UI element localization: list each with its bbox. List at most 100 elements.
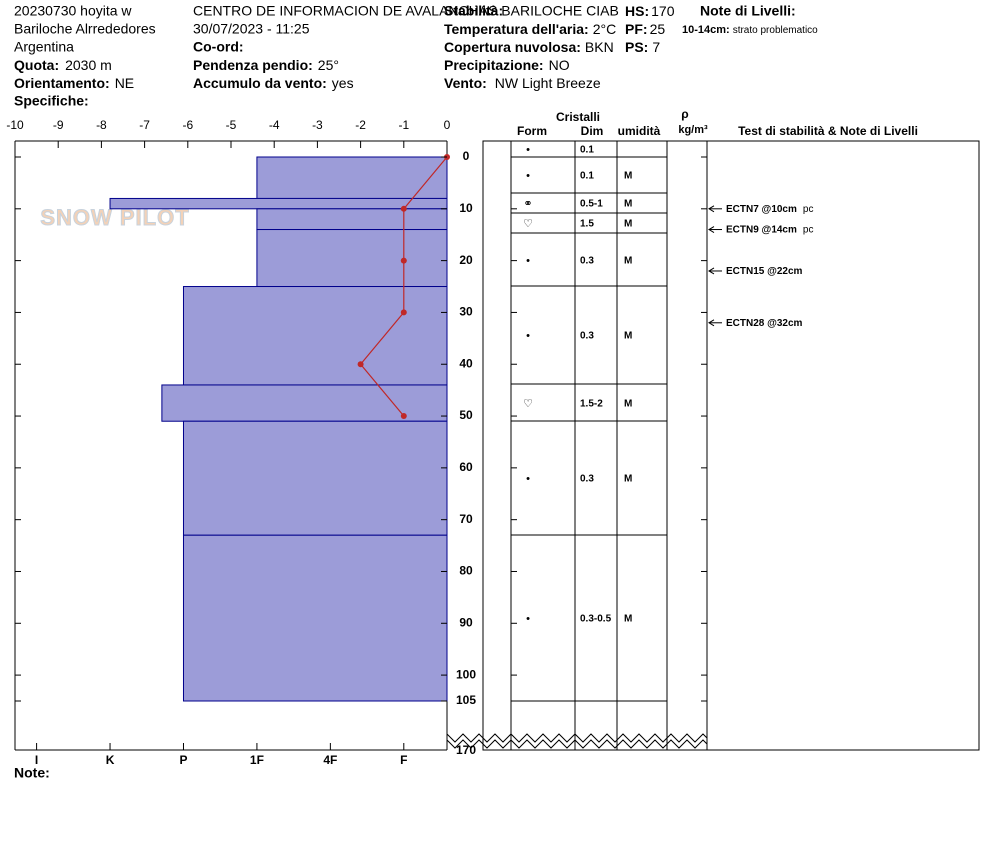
hardness-label: 1F [250,753,264,767]
hardness-layer [182,420,448,536]
field-label: PF: [625,21,648,37]
field: HS: 170 [625,3,675,19]
y-tick-label: 50 [459,408,473,422]
table: Cristalli Form Dim umidità ρ kg/m³ Test … [482,107,980,751]
x-tick-label: -10 [6,118,24,132]
field-label: Specifiche: [14,93,89,109]
field-label: Quota: [14,57,59,73]
header-line: Argentina [14,39,74,55]
table-cell: • [526,144,530,156]
test-arrowhead [708,205,715,213]
y-tick-label: 30 [459,305,473,319]
break-mark [446,739,708,749]
hardness-layer [256,156,448,199]
field-label: Pendenza pendio: [193,57,313,73]
x-tick-label: -9 [53,118,64,132]
x-tick-label: -3 [312,118,323,132]
field-label: Precipitazione: [444,57,544,73]
field-value: BKN [585,39,614,55]
field: PF: 25 [625,21,665,37]
table-cell: 0.1 [580,171,594,182]
column-header: Form [517,124,547,138]
table-cell: M [624,331,632,342]
field-value: 7 [652,39,660,55]
header: 20230730 hoyita w Bariloche Alrrededores… [14,3,818,781]
column-header: kg/m³ [678,124,708,136]
x-tick-label: -6 [182,118,193,132]
field: Precipitazione: NO [444,57,570,73]
test-label: ECTN9 @14cm [726,224,797,235]
hardness-layer [256,229,448,288]
test-note: pc [803,203,814,214]
temperature-point [400,413,407,420]
field-value: strato problematico [733,25,818,36]
field-label: PS: [625,39,648,55]
y-tick-label: 40 [459,356,473,370]
header-line: 20230730 hoyita w [14,3,132,19]
table-cell: 0.3 [580,256,594,267]
table-cell: M [624,199,632,210]
field-label: Temperatura dell'aria: [444,21,589,37]
column-header: Test di stabilità & Note di Livelli [738,124,918,138]
test-arrowhead [708,226,715,233]
table-cell: • [526,255,530,267]
x-tick-label: -8 [96,118,107,132]
y-tick-label: 10 [459,201,473,215]
table-cell: 0.5-1 [580,199,603,210]
hardness-layer [182,534,448,702]
table-cell: • [526,330,530,342]
column-header: Dim [581,124,604,138]
y-tick-label: 70 [459,512,473,526]
hardness-label: 4F [323,753,337,767]
x-tick-label: -2 [355,118,366,132]
hardness-label: F [400,753,407,767]
hardness-label: K [106,753,115,767]
x-tick-label: 0 [444,118,451,132]
test-entry: ECTN15 @22cm [726,266,803,277]
field-label: Copertura nuvolosa: [444,39,581,55]
temperature-point [400,205,407,212]
table-cell: M [624,614,632,625]
table-cell: M [624,474,632,485]
field: Pendenza pendio: 25° [193,57,339,73]
x-tick-label: -1 [398,118,409,132]
test-entry: ECTN28 @32cm [726,317,803,328]
table-cell: M [624,256,632,267]
field: Temperatura dell'aria: 2°C [444,21,616,37]
field-value: 2°C [593,21,617,37]
temperature-point [357,361,364,368]
y-tick-label: 60 [459,460,473,474]
y-tick-label: 80 [459,564,473,578]
field: Accumulo da vento: yes [193,75,354,91]
x-tick-label: -5 [226,118,237,132]
datetime: 30/07/2023 - 11:25 [193,21,310,37]
y-tick-label: 100 [456,667,476,681]
field: 10-14cm: strato problematico [682,24,818,36]
note-label: Note: [14,765,50,781]
field-value: 170 [651,3,675,19]
test-arrowhead [708,319,715,327]
test-entry: ECTN7 @10cm pc [726,203,813,214]
field-value: yes [332,75,354,91]
table-cell: ⚭ [523,198,532,210]
field: PS: 7 [625,39,660,55]
temperature-line [359,156,448,417]
y-break-label: 170 [456,743,476,757]
hardness-layer [182,286,448,386]
table-cell: M [624,399,632,410]
table-frame [482,140,980,751]
column-header: ρ [681,107,688,121]
temperature-point [400,309,407,316]
field-value: NO [549,57,570,73]
test-label: ECTN7 @10cm [726,203,797,214]
field-label: HS: [625,3,649,19]
field-label: Orientamento: [14,75,110,91]
temperature-point [400,257,407,264]
hardness-label: I [35,753,38,767]
test-arrowhead [708,267,715,275]
field-value: 25° [318,57,339,73]
table-cell: • [526,473,530,485]
hardness-layer [256,208,448,231]
header-line: Bariloche Alrrededores [14,21,156,37]
